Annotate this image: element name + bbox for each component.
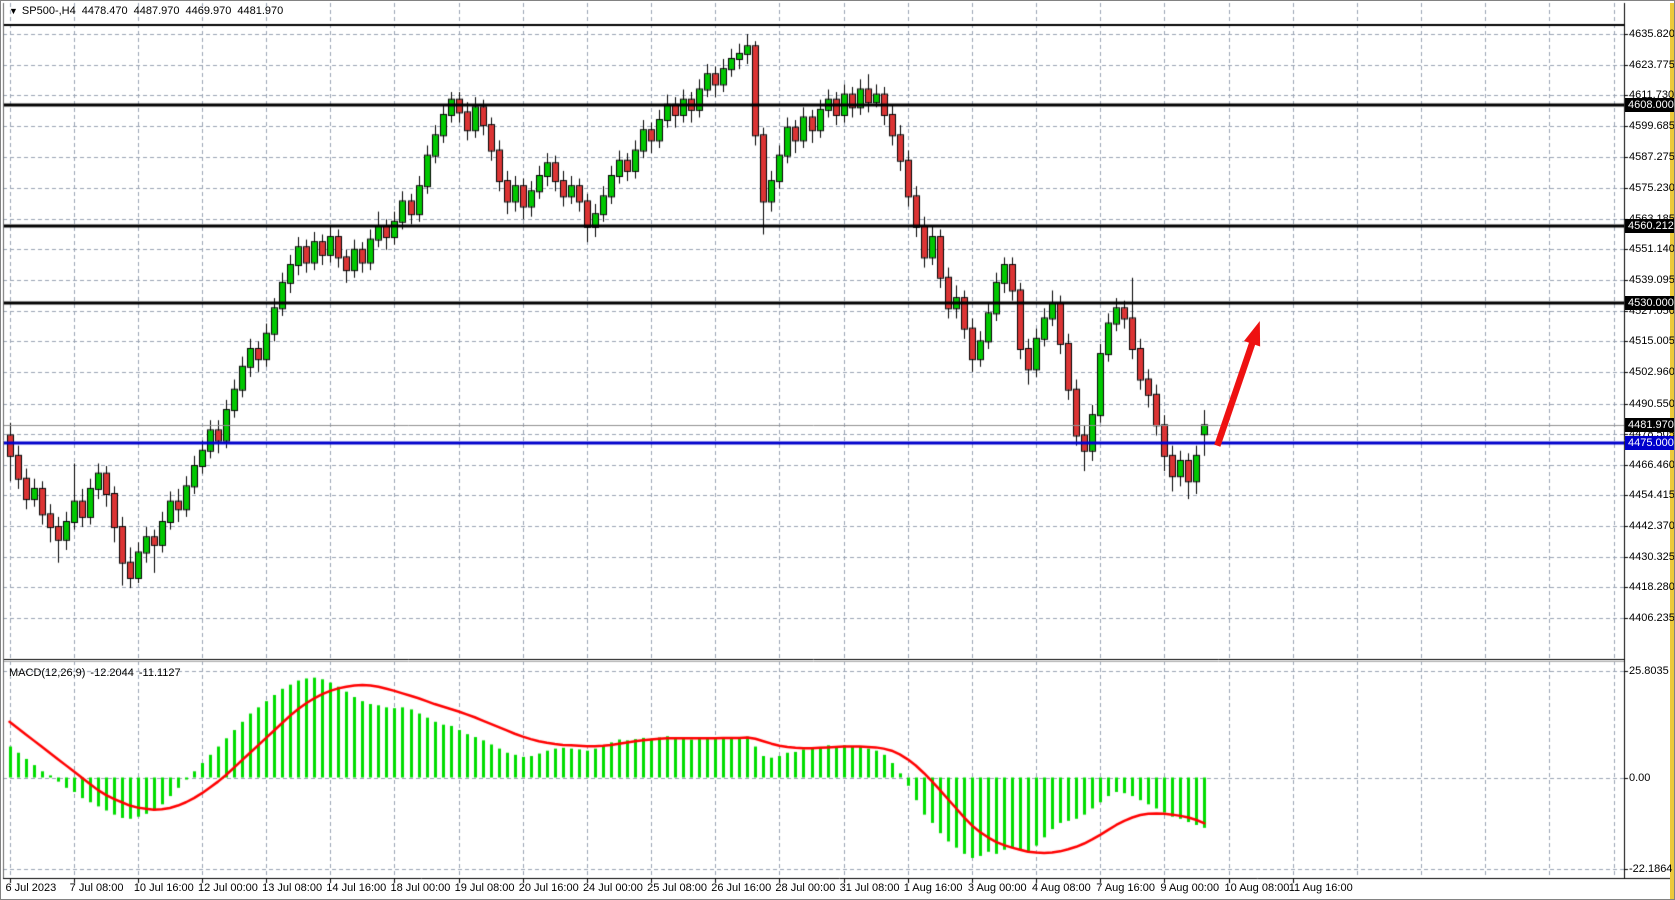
time-tick-label: 9 Aug 00:00 [1160,882,1220,894]
price-tick-label: 4418.280 [1629,581,1675,594]
price-tick-label: 4466.460 [1629,458,1675,471]
time-tick-label: 24 Jul 00:00 [582,882,643,894]
ohlc-open-value: 4478.470 [81,5,128,17]
trend-arrow[interactable] [1214,321,1261,447]
time-tick-label: 19 Jul 08:00 [454,882,515,894]
price-tick-label: 4454.415 [1629,489,1675,502]
ohlc-high-value: 4487.970 [133,5,180,17]
time-tick-label: 12 Jul 00:00 [197,882,258,894]
symbol-dropdown-icon[interactable]: ▼ [9,6,18,16]
time-tick-label: 7 Jul 08:00 [69,882,124,894]
time-tick-label: 31 Jul 08:00 [839,882,900,894]
macd-main-value: -12.2044 [90,667,134,679]
time-tick-label: 18 Jul 00:00 [390,882,451,894]
price-tick-label: 4442.370 [1629,520,1675,533]
time-tick-label: 13 Jul 08:00 [262,882,323,894]
macd-signal-value: -11.1127 [138,667,181,679]
price-tick-label: 4539.095 [1629,274,1675,287]
time-tick-label: 20 Jul 16:00 [518,882,579,894]
time-tick-label: 26 Jul 16:00 [711,882,772,894]
window-edge-strip [1670,3,1674,899]
ohlc-close-value: 4481.970 [237,5,284,17]
macd-name-label: MACD(12,26,9) [9,667,86,679]
price-tick-label: 4502.960 [1629,365,1675,378]
current-price-badge: 4481.970 [1625,418,1674,433]
time-tick-label: 1 Aug 16:00 [903,882,963,894]
price-tick-label: 4551.140 [1629,243,1675,256]
price-tick-label: 4623.775 [1629,58,1675,71]
time-tick-label: 6 Jul 2023 [5,882,57,894]
price-level-badge: 4530.000 [1625,296,1674,311]
price-tick-label: 4587.275 [1629,151,1675,164]
time-tick-label: 10 Jul 16:00 [133,882,194,894]
symbol-ohlc-bar: ▼ SP500-,H4 4478.470 4487.970 4469.970 4481.9… [9,5,289,17]
price-level-badge: 4608.000 [1625,97,1674,112]
time-tick-label: 28 Jul 00:00 [775,882,836,894]
macd-tick-label: -22.1864 [1629,863,1673,876]
time-tick-label: 25 Jul 08:00 [647,882,708,894]
price-tick-label: 4430.325 [1629,550,1675,563]
macd-tick-label: 25.8035 [1629,665,1669,678]
price-tick-label: 4635.820 [1629,28,1675,40]
time-tick-label: 3 Aug 00:00 [967,882,1027,894]
price-tick-label: 4515.005 [1629,335,1675,348]
symbol-period-label: SP500-,H4 [21,5,76,17]
time-tick-label: 11 Aug 16:00 [1288,882,1353,894]
time-tick-label: 10 Aug 08:00 [1224,882,1290,894]
price-tick-label: 4406.235 [1629,612,1675,625]
time-tick-label: 4 Aug 08:00 [1032,882,1091,894]
time-tick-label: 7 Aug 16:00 [1096,882,1155,894]
price-tick-label: 4490.550 [1629,397,1675,410]
blue-level-badge: 4475.000 [1625,436,1674,451]
price-level-badge: 4560.212 [1625,219,1674,234]
ohlc-low-value: 4469.970 [185,5,232,17]
macd-indicator-label: MACD(12,26,9) -12.2044 -11.1127 [9,667,186,679]
macd-tick-label: 0.00 [1629,771,1651,784]
price-tick-label: 4575.230 [1629,182,1675,195]
price-tick-label: 4599.685 [1629,119,1675,132]
time-tick-label: 14 Jul 16:00 [326,882,387,894]
